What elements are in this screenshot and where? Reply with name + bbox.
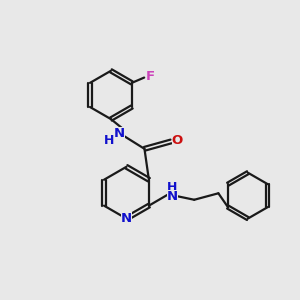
Text: H: H (167, 182, 178, 194)
Text: N: N (114, 127, 125, 140)
Text: H: H (104, 134, 114, 147)
Text: F: F (146, 70, 154, 83)
Text: N: N (167, 190, 178, 203)
Text: O: O (172, 134, 183, 147)
Text: N: N (121, 212, 132, 225)
